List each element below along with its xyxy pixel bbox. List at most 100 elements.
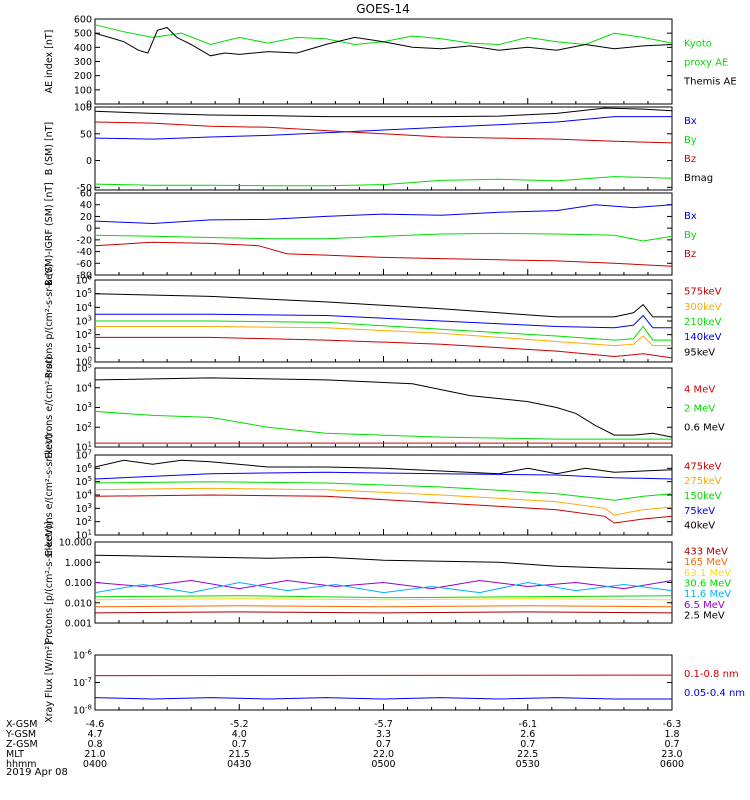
y-tick-label: 0.100	[65, 578, 92, 589]
y-tick-label: 105	[75, 475, 92, 488]
series-line	[94, 481, 673, 501]
legend-entry: 2.5 MeV	[684, 611, 725, 622]
panel-bsm: -50 0 50 100 B (SM) [nT] Bx By Bz Bmag	[44, 103, 713, 194]
footer-value: 0.8	[87, 739, 102, 750]
footer-value: 0530	[516, 759, 540, 770]
footer-value: 21.0	[84, 749, 105, 760]
series-line	[94, 471, 673, 480]
footer-value: -5.2	[230, 719, 249, 730]
footer-row-label: Y-GSM	[5, 729, 36, 740]
series-line	[95, 313, 672, 329]
legend-entry: 30.6 MeV	[684, 579, 731, 590]
legend-entry: 140keV	[684, 332, 722, 343]
y-tick-label: 106	[75, 462, 92, 475]
y-tick-label: -20	[76, 235, 92, 246]
y-tick-label: -80	[76, 271, 92, 282]
series-line	[94, 241, 673, 267]
legend-entry: Kyoto	[684, 39, 712, 50]
legend-entry: 575keV	[684, 287, 722, 298]
footer-row-label: Z-GSM	[6, 739, 38, 750]
series-line	[94, 494, 673, 524]
legend-entry: 63.1 MeV	[684, 568, 731, 579]
legend-entry: 0.05-0.4 nm	[684, 688, 745, 699]
footer-value: -6.3	[663, 719, 682, 730]
series-line	[94, 204, 673, 225]
legend-entry: 475keV	[684, 461, 722, 472]
legend-entry: 95keV	[684, 347, 715, 358]
legend-entry: 2 MeV	[684, 404, 715, 415]
y-tick-label: 102	[75, 515, 92, 528]
y-tick-label: 60	[80, 189, 92, 200]
series-line	[94, 579, 673, 590]
footer-value: 23.0	[661, 749, 682, 760]
legend-entry: 433 MeV	[684, 546, 728, 557]
legend-entry: 11.6 MeV	[684, 589, 731, 600]
series-line	[95, 336, 673, 359]
footer-value: 0.7	[232, 739, 247, 750]
footer-value: 22.0	[373, 749, 394, 760]
y-axis-label: Xray Flux [W/m²]	[44, 642, 55, 723]
legend-entry: 75keV	[684, 506, 715, 517]
legend-entry: By	[684, 230, 697, 241]
legend-entry: 4 MeV	[684, 385, 715, 396]
y-tick-label: 102	[75, 421, 92, 434]
y-tick-label: -40	[76, 247, 92, 258]
series-line	[94, 410, 672, 440]
y-tick-label: 50	[80, 129, 92, 140]
series-line	[94, 581, 673, 594]
footer-value: 0600	[660, 759, 684, 770]
footer-row-label: X-GSM	[6, 719, 37, 730]
y-tick-label: 106	[75, 274, 92, 287]
footer-value: 0400	[83, 759, 107, 770]
legend-entry: 0.6 MeV	[684, 423, 725, 434]
y-tick-label: 0	[86, 156, 92, 167]
y-axis-label: Electrons e/(cm²-s-sr-keV)	[44, 434, 55, 557]
y-tick-label: 105	[75, 362, 92, 375]
footer-value: 22.5	[517, 749, 538, 760]
footer-value: 0.7	[520, 739, 535, 750]
panel-frame	[94, 654, 673, 711]
y-tick-label: 104	[75, 381, 92, 394]
y-tick-label: -60	[76, 259, 92, 270]
y-axis-label: Protons [p/(cm²-s-sr-keV)]	[44, 522, 55, 644]
orbit-footer: X-GSM -4.6 -5.2 -5.7 -6.1 -6.3 Y-GSM 4.7 4.0 3.3 2…	[5, 719, 684, 770]
legend-entry: By	[684, 135, 697, 146]
series-line	[94, 107, 673, 118]
footer-date: 2019 Apr 08	[6, 767, 68, 778]
legend-entry: 165 MeV	[684, 557, 728, 568]
series-line	[95, 320, 672, 341]
series-line	[94, 26, 673, 57]
footer-value: 0500	[371, 759, 395, 770]
footer-value: 0.7	[376, 739, 391, 750]
panel-frame	[94, 18, 673, 105]
y-axis-label: Electrons e/(cm²-s-sr)	[44, 356, 55, 458]
y-tick-label: 104	[75, 301, 92, 314]
y-tick-label: 0.010	[65, 598, 92, 609]
series-line	[94, 176, 673, 187]
y-tick-label: 103	[75, 315, 92, 328]
footer-row-label: MLT	[6, 749, 24, 760]
footer-value: 0430	[227, 759, 251, 770]
y-axis-label: Protons p/(cm²-s-sr-keV)	[44, 264, 55, 379]
y-tick-label: 10-8	[73, 704, 92, 717]
y-tick-label: 10-6	[73, 649, 93, 662]
legend-entry: proxy AE	[684, 58, 728, 69]
series-line	[94, 611, 673, 614]
y-tick-label: 104	[75, 489, 92, 502]
footer-value: 2.6	[520, 729, 535, 740]
y-tick-label: 107	[75, 449, 92, 462]
y-tick-label: 200	[74, 71, 92, 82]
footer-value: 4.0	[232, 729, 247, 740]
panel-xray: 10-8 10-7 10-6 Xray Flux [W/m²] 0.1-0.8 nm 0.…	[44, 642, 745, 723]
legend-entry: Bz	[684, 154, 696, 165]
legend-entry: 210keV	[684, 317, 722, 328]
legend-entry: Bx	[684, 116, 697, 127]
panel-frame	[94, 192, 673, 276]
legend-entry: 150keV	[684, 491, 722, 502]
